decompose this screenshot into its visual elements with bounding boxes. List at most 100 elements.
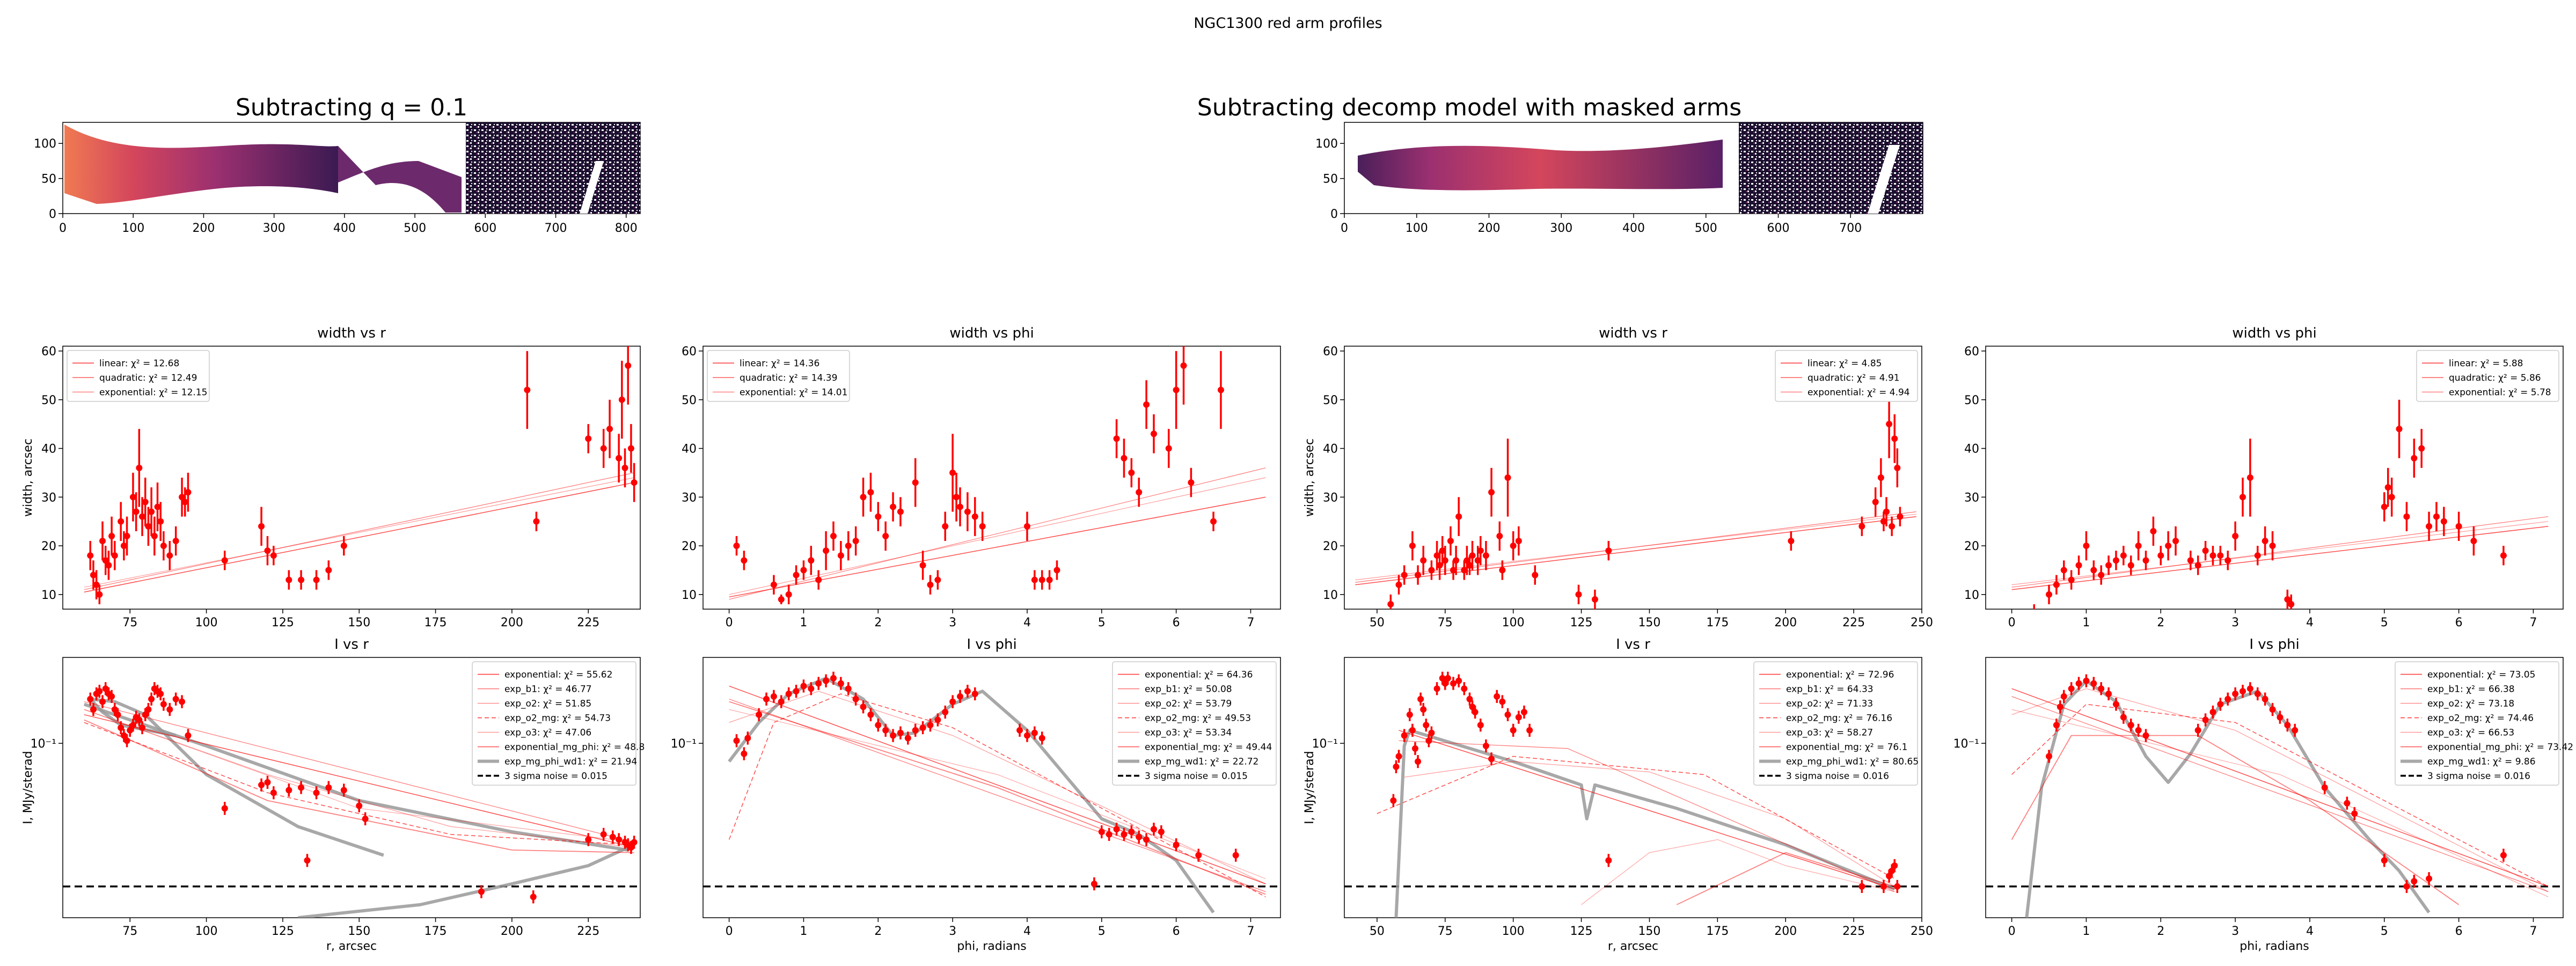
- data-point: [108, 693, 115, 700]
- legend-label: exponential_mg: χ² = 76.1: [1786, 742, 1907, 753]
- y-tick-label: 20: [682, 540, 697, 553]
- y-tick-label: 30: [41, 491, 56, 504]
- data-point: [111, 552, 118, 559]
- data-point: [1510, 727, 1517, 734]
- image-panel-2-noise-region: [1739, 122, 1923, 214]
- data-point: [1515, 714, 1522, 721]
- data-point: [793, 688, 800, 695]
- data-point: [2411, 878, 2418, 885]
- data-point: [770, 693, 777, 700]
- data-point: [108, 532, 115, 539]
- data-point: [2224, 557, 2231, 564]
- data-point: [157, 690, 164, 697]
- legend-label: linear: χ² = 12.68: [99, 358, 179, 369]
- fit-curve-wd1: [298, 846, 629, 918]
- data-point: [2209, 708, 2216, 715]
- data-point: [1515, 537, 1522, 544]
- image-panel-2-title: Subtracting decomp model with masked arm…: [1197, 94, 1741, 121]
- x-tick-label: 75: [1438, 925, 1453, 938]
- data-point: [609, 833, 616, 840]
- data-point: [1113, 435, 1120, 442]
- data-point: [1098, 828, 1105, 835]
- plot-data-area: [729, 346, 1266, 604]
- x-tick-label: 7: [2529, 925, 2537, 938]
- data-point: [87, 552, 94, 559]
- data-point: [270, 789, 277, 796]
- legend-label: exponential: χ² = 64.36: [1145, 670, 1253, 680]
- data-point: [139, 724, 146, 731]
- legend-label: exponential_mg_phi: χ² = 48.8: [504, 742, 645, 753]
- data-point: [837, 680, 844, 687]
- legend-label: exponential_mg_phi: χ² = 73.42: [2427, 742, 2573, 753]
- data-point: [185, 732, 192, 739]
- data-point: [1463, 557, 1470, 564]
- x-tick-label: 100: [1502, 616, 1525, 630]
- fit-curve: [84, 714, 634, 848]
- x-tick-label: 1: [2082, 616, 2090, 630]
- plot-title: I vs r: [1616, 636, 1650, 653]
- data-point: [2202, 547, 2209, 554]
- x-tick-label: 2: [2157, 925, 2164, 938]
- legend: exponential: χ² = 72.96 exp_b1: χ² = 64.3…: [1753, 661, 1919, 786]
- data-point: [852, 537, 859, 544]
- data-point: [1466, 696, 1473, 702]
- y-tick-label: 20: [1964, 540, 1979, 553]
- data-point: [340, 787, 347, 794]
- plot-data-area: [1986, 674, 2563, 918]
- data-point: [1477, 547, 1484, 554]
- x-tick-label: 0: [726, 925, 733, 938]
- data-point: [1788, 537, 1795, 544]
- legend-label: quadratic: χ² = 4.91: [1807, 373, 1900, 384]
- data-point: [2068, 576, 2075, 583]
- data-point: [1217, 386, 1224, 393]
- image-panel-1-white-stripe: [580, 161, 604, 214]
- x-tick-label: 4: [2306, 616, 2314, 630]
- x-tick-label: 50: [1370, 616, 1385, 630]
- data-point: [154, 503, 161, 510]
- data-point: [1886, 421, 1893, 428]
- x-tick-label: 0: [726, 616, 733, 630]
- legend-label: linear: χ² = 14.36: [740, 358, 819, 369]
- data-point: [1605, 547, 1612, 554]
- x-tick-label: 75: [1438, 616, 1453, 630]
- data-point: [1173, 386, 1180, 393]
- data-point: [2142, 557, 2149, 564]
- data-point: [258, 781, 265, 788]
- data-point: [185, 489, 192, 496]
- legend-label: exp_o2_mg: χ² = 49.53: [1145, 713, 1251, 724]
- data-point: [2187, 557, 2194, 564]
- data-point: [934, 716, 941, 723]
- data-point: [2232, 690, 2239, 697]
- y-tick-label: 50: [1964, 394, 1979, 407]
- legend-label: exponential: χ² = 72.96: [1786, 670, 1894, 680]
- data-point: [1488, 489, 1495, 496]
- data-point: [1232, 852, 1239, 859]
- data-point: [1880, 883, 1887, 890]
- data-point: [1494, 693, 1501, 700]
- data-point: [2217, 552, 2224, 559]
- data-point: [1469, 704, 1476, 711]
- data-point: [2135, 543, 2142, 550]
- data-point: [298, 576, 305, 583]
- data-point: [1877, 474, 1884, 481]
- data-point: [2112, 557, 2119, 564]
- data-point: [1605, 857, 1612, 864]
- data-point: [1165, 445, 1172, 452]
- image-x-tick-label: 100: [122, 222, 144, 235]
- y-tick-label: 50: [682, 394, 697, 407]
- data-point: [1210, 518, 1217, 525]
- data-point: [785, 591, 792, 598]
- x-tick-label: 150: [1638, 925, 1660, 938]
- y-tick-label: 10: [1964, 589, 1979, 602]
- image-panel-1-title: Subtracting q = 0.1: [236, 94, 467, 121]
- data-point: [102, 685, 109, 692]
- data-point: [875, 722, 882, 729]
- data-point: [800, 567, 807, 574]
- data-point: [2127, 722, 2134, 729]
- data-point: [114, 711, 121, 718]
- data-point: [142, 711, 149, 718]
- y-tick-label: 40: [1323, 443, 1338, 456]
- data-point: [867, 489, 874, 496]
- legend-label: exp_o3: χ² = 58.27: [1786, 728, 1873, 738]
- legend-frame: [1775, 350, 1918, 402]
